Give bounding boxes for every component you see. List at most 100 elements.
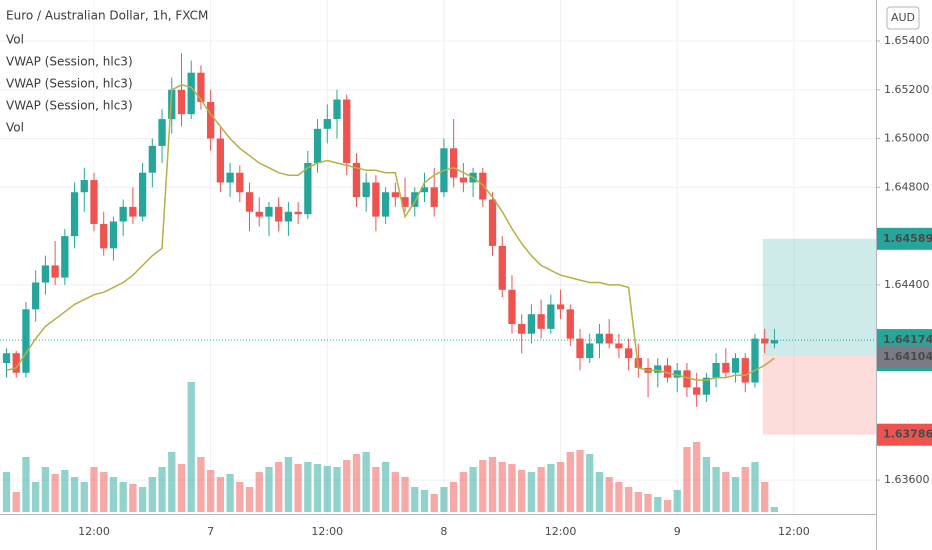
volume-bar [12, 492, 20, 512]
price-axis-bg [876, 0, 932, 550]
candle-body [265, 206, 273, 217]
candle-body [381, 192, 390, 217]
candle-body [41, 265, 50, 283]
volume-bar [741, 467, 749, 512]
candle-body [605, 333, 613, 344]
volume-bar [624, 487, 633, 512]
volume-bar [304, 462, 312, 512]
volume-bar [362, 452, 370, 512]
candle-body [459, 177, 468, 183]
volume-bar [761, 482, 769, 512]
candle-body [488, 199, 497, 246]
volume-bar [644, 494, 652, 512]
y-tick-label: 1.65400 [884, 34, 930, 47]
candle-body [343, 99, 351, 163]
candle-body [624, 348, 633, 359]
volume-bar [615, 482, 623, 512]
currency-button-bg[interactable] [886, 6, 920, 30]
volume-bar [693, 442, 701, 512]
volume-bar [245, 487, 254, 512]
candle-body [576, 338, 584, 359]
currency-button[interactable]: AUD [891, 11, 915, 24]
volume-bar [372, 467, 380, 512]
volume-bar [109, 477, 118, 512]
volume-bar [440, 487, 448, 512]
volume-bar [537, 467, 545, 512]
volume-bar [556, 462, 565, 512]
candle-body [333, 99, 341, 120]
candle-body [430, 187, 438, 207]
volume-bar [469, 467, 477, 512]
position-stop-zone [762, 355, 876, 435]
volume-bar [226, 474, 234, 512]
candle-body [547, 304, 555, 329]
candle-body [129, 206, 137, 217]
candle-body [751, 338, 759, 383]
candle-body [391, 192, 399, 198]
candle-body [615, 343, 623, 349]
volume-bar [605, 477, 613, 512]
candle-body [401, 197, 409, 207]
legend-entry: Vol [6, 33, 24, 47]
volume-bar [41, 467, 50, 512]
volume-bar [586, 454, 594, 512]
volume-bar [352, 454, 361, 512]
candle-body [90, 180, 98, 224]
candle-body [702, 377, 711, 395]
volume-bar [430, 494, 438, 512]
volume-bar [61, 470, 69, 512]
volume-bar [343, 460, 351, 512]
volume-bar [236, 482, 244, 512]
candle-body [770, 340, 779, 344]
candle-body [70, 192, 79, 237]
volume-bar [722, 472, 730, 512]
candle-body [32, 282, 40, 310]
volume-bar [284, 457, 293, 512]
candle-body [294, 211, 302, 215]
candle-body [236, 172, 244, 193]
y-tick-label: 1.64400 [884, 278, 930, 291]
volume-bar [547, 464, 555, 512]
x-tick-label: 12:00 [778, 525, 810, 538]
candle-body [304, 162, 312, 215]
volume-bar [187, 382, 195, 512]
candle-body [80, 180, 88, 193]
volume-bar [731, 477, 740, 512]
legend-entry: Vol [6, 121, 24, 135]
volume-bar [751, 462, 759, 512]
volume-bar [401, 477, 409, 512]
volume-bar [158, 467, 166, 512]
candle-body [420, 187, 429, 193]
candle-body [255, 211, 263, 217]
volume-bar [634, 492, 642, 512]
candle-body [595, 333, 604, 344]
volume-bar [411, 487, 419, 512]
candle-body [722, 362, 730, 373]
volume-bar [313, 464, 322, 512]
candle-body [206, 101, 215, 139]
vwap-line [6, 84, 775, 381]
volume-bar [654, 497, 662, 512]
candle-body [119, 206, 127, 222]
y-tick-label: 1.63600 [884, 473, 930, 486]
candle-body [693, 387, 701, 395]
volume-bar [129, 484, 137, 512]
volume-bar [333, 467, 341, 512]
volume-bar [673, 490, 681, 512]
volume-bar [90, 467, 98, 512]
volume-bar [683, 447, 691, 512]
volume-bar [381, 462, 390, 512]
volume-bar [498, 462, 506, 512]
candle-body [158, 119, 166, 146]
volume-bar [119, 482, 127, 512]
candle-body [761, 338, 769, 344]
candle-body [187, 72, 195, 115]
volume-bar [216, 477, 225, 512]
candle-body [556, 304, 565, 310]
volume-bar [391, 472, 399, 512]
target-price-tag-bg [877, 227, 932, 250]
candle-body [284, 211, 293, 222]
volume-bar [100, 472, 108, 512]
